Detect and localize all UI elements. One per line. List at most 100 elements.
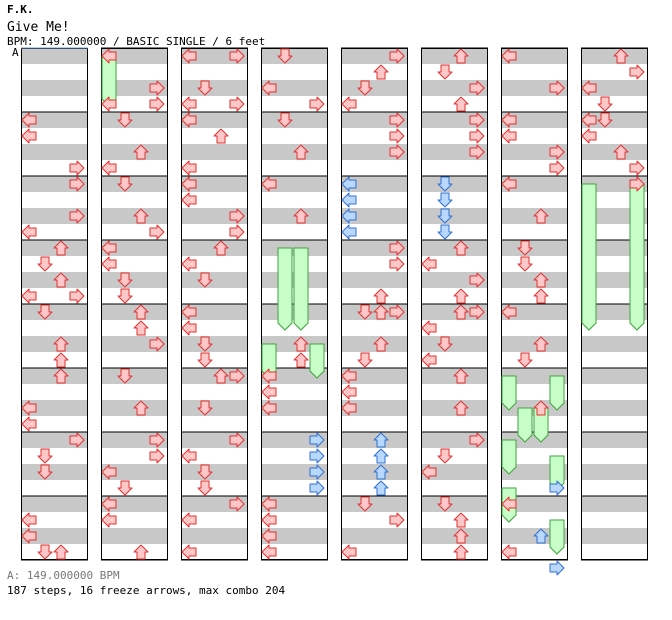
left-arrow [501,304,517,320]
left-arrow [181,192,197,208]
beat-stripe [181,112,248,128]
beat-stripe [261,528,328,544]
column-5-border [341,48,408,560]
down-arrow [197,272,213,288]
right-arrow [229,48,245,64]
freeze-arrow [293,247,309,331]
right-arrow [469,80,485,96]
left-arrow [341,400,357,416]
beat-stripe [501,240,568,256]
right-arrow [389,48,405,64]
beat-stripe [181,176,248,192]
blue-right-arrow [549,480,565,496]
left-arrow [501,544,517,560]
down-arrow [117,288,133,304]
right-arrow [149,80,165,96]
beat-stripe [581,464,648,480]
right-arrow [149,96,165,112]
up-arrow [293,208,309,224]
up-arrow [133,304,149,320]
down-arrow [117,176,133,192]
up-arrow [453,544,469,560]
beat-stripe [581,336,648,352]
right-arrow [389,256,405,272]
beat-stripe [261,112,328,128]
up-arrow [293,336,309,352]
down-arrow [117,112,133,128]
right-arrow [69,288,85,304]
down-arrow [37,304,53,320]
left-arrow [341,384,357,400]
up-arrow [293,144,309,160]
down-arrow [597,112,613,128]
step-chart [21,47,648,576]
left-arrow [181,304,197,320]
up-arrow [133,144,149,160]
down-arrow [437,64,453,80]
left-arrow [101,496,117,512]
right-arrow [469,272,485,288]
down-arrow [37,544,53,560]
beat-stripe [21,144,88,160]
down-arrow [517,352,533,368]
up-arrow [453,48,469,64]
right-arrow [549,160,565,176]
up-arrow [133,544,149,560]
left-arrow [21,112,37,128]
freeze-arrow [501,439,517,475]
down-arrow [37,448,53,464]
beat-stripe [181,464,248,480]
up-arrow [533,400,549,416]
beat-stripe [21,112,88,128]
right-arrow [149,336,165,352]
beat-stripe [581,528,648,544]
column-4-border [261,48,328,560]
column-7-border [501,48,568,560]
beat-stripe [421,496,488,512]
right-arrow [69,208,85,224]
left-arrow [341,368,357,384]
up-arrow [53,336,69,352]
bpm-summary: A: 149.000000 BPM [7,569,120,582]
down-arrow [197,352,213,368]
down-arrow [437,496,453,512]
freeze-arrow [581,183,597,331]
left-arrow [181,512,197,528]
beat-stripe [101,272,168,288]
down-arrow [197,464,213,480]
left-arrow [181,48,197,64]
down-arrow [357,496,373,512]
left-arrow [501,48,517,64]
beat-stripe [341,496,408,512]
beat-stripe [341,208,408,224]
left-arrow [581,128,597,144]
up-arrow [373,336,389,352]
right-arrow [149,432,165,448]
blue-left-arrow [341,176,357,192]
column-3-border [181,48,248,560]
artist-name: F.K. [7,3,34,16]
beat-stripe [501,112,568,128]
blue-down-arrow [437,208,453,224]
blue-up-arrow [373,464,389,480]
column-2-border [101,48,168,560]
freeze-arrow [549,519,565,555]
left-arrow [21,400,37,416]
beat-stripe [261,80,328,96]
left-arrow [181,256,197,272]
left-arrow [181,544,197,560]
beat-stripe [181,80,248,96]
left-arrow [181,112,197,128]
down-arrow [517,240,533,256]
left-arrow [261,80,277,96]
right-arrow [229,432,245,448]
beat-stripe [101,528,168,544]
left-arrow [581,112,597,128]
beat-stripe [181,528,248,544]
left-arrow [101,160,117,176]
right-arrow [469,304,485,320]
right-arrow [229,224,245,240]
beat-stripe [581,432,648,448]
beat-stripe [501,48,568,64]
up-arrow [133,400,149,416]
